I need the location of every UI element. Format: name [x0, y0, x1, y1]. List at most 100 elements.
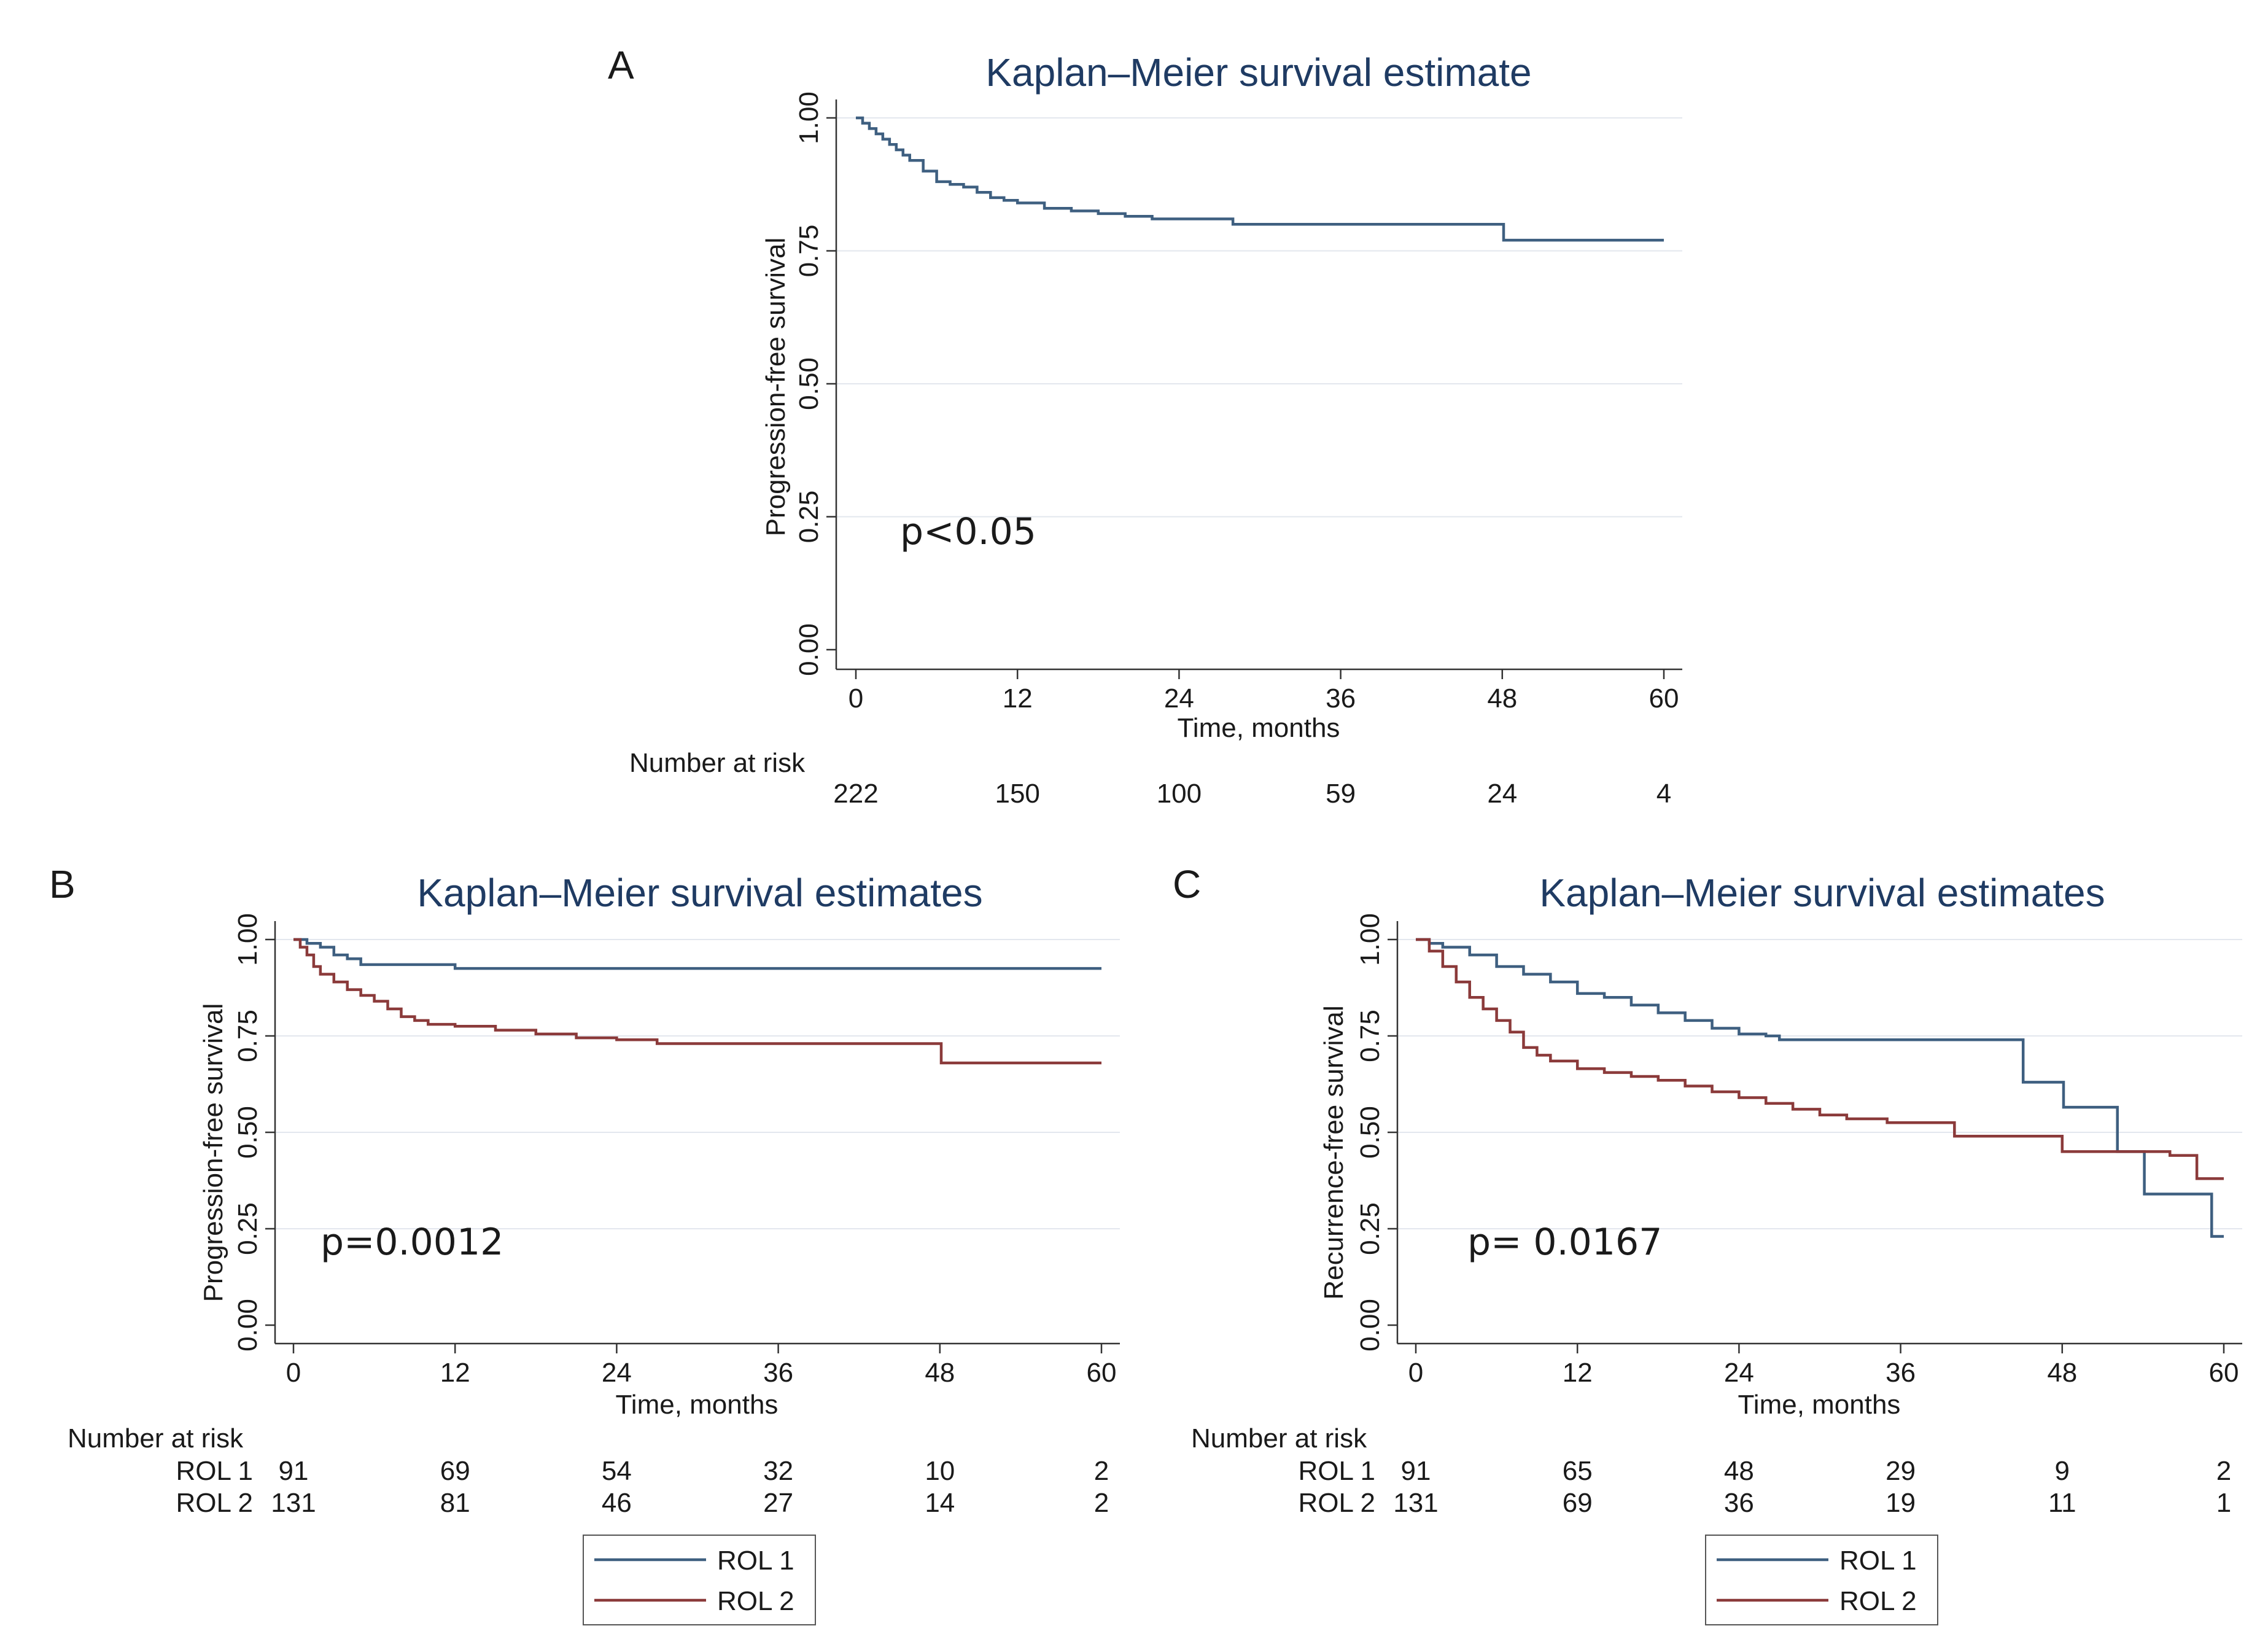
b-risk-count: 32: [763, 1456, 793, 1486]
b-series-rol-2-line: [293, 938, 1101, 1065]
panel-b: B Kaplan–Meier survival estimates 0.00 0.…: [49, 862, 1120, 1625]
c-y-tick-label: 0.50: [1355, 1106, 1385, 1159]
a-y-tick-label: 0.50: [794, 357, 824, 410]
a-y-tick-label: 0.25: [794, 491, 824, 543]
b-y-tick-label: 1.00: [233, 913, 263, 966]
c-risk-count: 65: [1563, 1456, 1593, 1486]
a-y-tick-label: 0.00: [794, 623, 824, 676]
a-x-tick-label: 0: [849, 683, 863, 714]
panel-b-gridlines: [275, 939, 1120, 1229]
c-risk-count: 1: [2216, 1488, 2231, 1518]
a-x-tick-label: 24: [1164, 683, 1194, 714]
c-y-tick-label: 0.25: [1355, 1202, 1385, 1255]
b-x-tick-label: 24: [602, 1358, 632, 1388]
panel-c-legend: ROL 1 ROL 2: [1705, 1535, 1938, 1625]
panel-a-background: [584, 22, 1713, 842]
c-risk-row-label: ROL 2: [1298, 1488, 1375, 1518]
panel-b-risk-header: Number at risk: [68, 1423, 244, 1453]
b-legend-box: [583, 1535, 816, 1625]
c-risk-count: 2: [2216, 1456, 2231, 1486]
b-y-tick-label: 0.75: [233, 1010, 263, 1062]
panel-a-x-axis-title: Time, months: [1178, 713, 1340, 743]
panel-b-risk-table: ROL 1 91 69 54 32 10 2 ROL 2 131 81 46 27 14 2: [176, 1456, 1109, 1518]
a-series-all-line: [856, 116, 1664, 242]
b-risk-count: 10: [925, 1456, 955, 1486]
panel-b-axes: 0.00 0.25 0.50 0.75 1.00 0 12 24 36 48 60: [233, 913, 1120, 1388]
b-risk-count: 14: [925, 1488, 955, 1518]
b-y-tick-label: 0.00: [233, 1299, 263, 1352]
b-risk-count: 81: [440, 1488, 470, 1518]
c-risk-count: 11: [2048, 1488, 2076, 1518]
panel-b-x-axis-title: Time, months: [616, 1390, 779, 1420]
b-x-tick-label: 0: [286, 1358, 301, 1388]
b-risk-row-label: ROL 2: [176, 1488, 253, 1518]
c-legend-box: [1705, 1535, 1938, 1625]
panel-c-p-value: p= 0.0167: [1467, 1221, 1662, 1264]
a-x-tick-label: 60: [1649, 683, 1679, 714]
c-legend-label: ROL 1: [1839, 1546, 1917, 1576]
panel-b-title: Kaplan–Meier survival estimates: [417, 871, 982, 915]
c-risk-row-label: ROL 1: [1298, 1456, 1375, 1486]
a-x-tick-label: 12: [1003, 683, 1033, 714]
b-legend-label: ROL 1: [717, 1546, 794, 1576]
b-risk-count: 2: [1094, 1488, 1109, 1518]
panel-a-axes: 0.00 0.25 0.50 0.75 1.00 0 12 24 36 48 60: [794, 91, 1682, 714]
panel-a-p-value: p<0.05: [900, 510, 1036, 553]
b-risk-count: 69: [440, 1456, 470, 1486]
c-series-rol-2-line: [1416, 938, 2224, 1180]
b-risk-count: 131: [271, 1488, 316, 1518]
c-x-tick-label: 12: [1563, 1358, 1593, 1388]
c-risk-count: 19: [1885, 1488, 1916, 1518]
c-x-tick-label: 36: [1885, 1358, 1916, 1388]
b-x-tick-label: 60: [1087, 1358, 1117, 1388]
panel-b-y-axis-title: Progression-free survival: [198, 1003, 228, 1302]
b-risk-count: 91: [279, 1456, 309, 1486]
a-y-tick-label: 0.75: [794, 225, 824, 278]
c-legend-label: ROL 2: [1839, 1586, 1917, 1616]
c-y-tick-label: 0.00: [1355, 1299, 1385, 1352]
a-risk-count: 4: [1656, 779, 1671, 809]
c-risk-count: 131: [1393, 1488, 1438, 1518]
a-risk-count: 222: [833, 779, 878, 809]
panel-a-series: [856, 116, 1664, 242]
b-x-tick-label: 36: [763, 1358, 793, 1388]
a-risk-count: 100: [1157, 779, 1202, 809]
b-risk-count: 46: [602, 1488, 632, 1518]
c-risk-count: 69: [1563, 1488, 1593, 1518]
panel-a-label: A: [608, 43, 634, 87]
b-x-tick-label: 48: [925, 1358, 955, 1388]
panel-c-title: Kaplan–Meier survival estimates: [1539, 871, 2105, 915]
a-risk-count: 150: [995, 779, 1039, 809]
panel-c-y-axis-title: Recurrence-free survival: [1319, 1005, 1349, 1299]
a-x-tick-label: 36: [1326, 683, 1356, 714]
panel-c: C Kaplan–Meier survival estimates 0.00 0.…: [1173, 862, 2242, 1625]
b-y-tick-label: 0.25: [233, 1202, 263, 1255]
panel-c-gridlines: [1397, 939, 2242, 1229]
c-y-tick-label: 1.00: [1355, 913, 1385, 966]
panel-b-series: [293, 938, 1101, 1065]
c-risk-count: 9: [2055, 1456, 2070, 1486]
panel-c-label: C: [1173, 862, 1201, 906]
b-risk-count: 27: [763, 1488, 793, 1518]
panel-a-title: Kaplan–Meier survival estimate: [985, 50, 1531, 95]
c-x-tick-label: 0: [1408, 1358, 1423, 1388]
b-series-rol-1-line: [293, 938, 1101, 970]
c-series-rol-1-line: [1416, 938, 2224, 1238]
panel-a-risk-header: Number at risk: [629, 748, 806, 778]
panel-b-p-value: p=0.0012: [320, 1221, 503, 1264]
c-risk-count: 29: [1885, 1456, 1916, 1486]
panel-a-risk-table: 222 150 100 59 24 4: [833, 779, 1671, 809]
panel-b-label: B: [49, 862, 76, 906]
panel-a-gridlines: [836, 117, 1682, 518]
panel-b-legend: ROL 1 ROL 2: [583, 1535, 816, 1625]
a-risk-count: 59: [1326, 779, 1356, 809]
a-y-tick-label: 1.00: [794, 91, 824, 144]
c-risk-count: 91: [1401, 1456, 1431, 1486]
panel-a-y-axis-title: Progression-free survival: [761, 238, 791, 537]
a-x-tick-label: 48: [1487, 683, 1517, 714]
panel-c-series: [1416, 938, 2224, 1238]
c-risk-count: 48: [1724, 1456, 1754, 1486]
c-x-tick-label: 60: [2209, 1358, 2239, 1388]
